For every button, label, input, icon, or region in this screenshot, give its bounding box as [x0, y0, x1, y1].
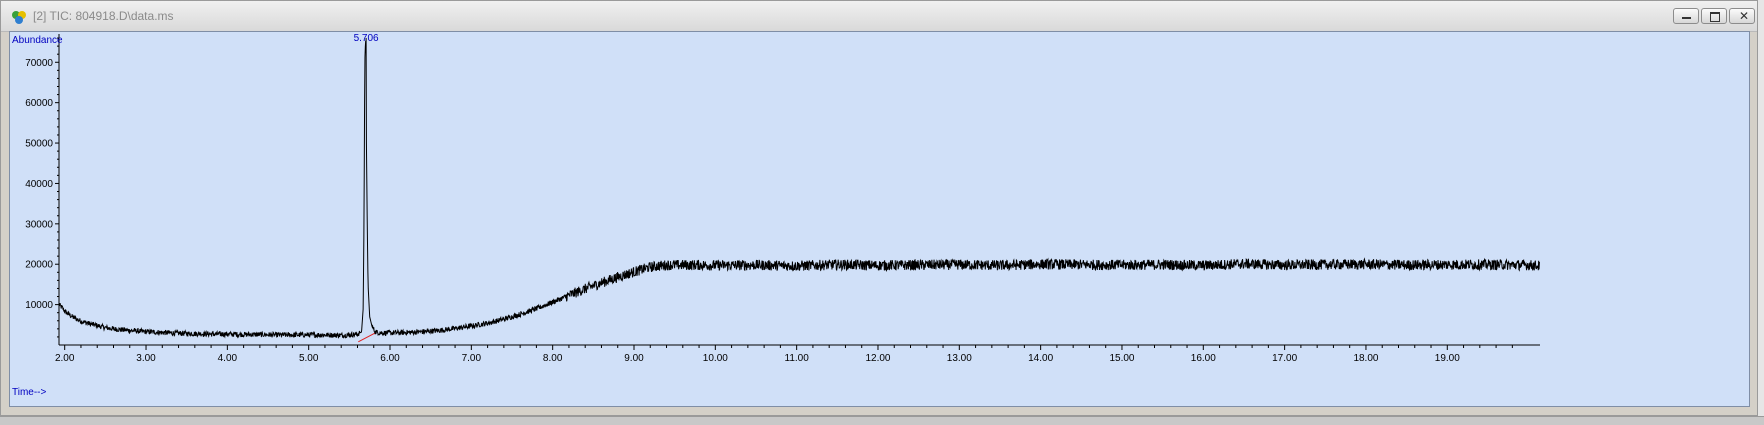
- chart-area[interactable]: Abundance Time--> 10000 20000 30000 40000 50…: [9, 31, 1750, 407]
- x-tick-label: 18.00: [1353, 353, 1378, 364]
- peak-baseline-marker: [358, 332, 375, 343]
- x-tick-label: 15.00: [1109, 353, 1134, 364]
- y-axis-label: Abundance: [12, 35, 63, 46]
- x-tick-label: 6.00: [380, 353, 400, 364]
- y-tick-label: 50000: [25, 139, 53, 150]
- y-tick-label: 70000: [25, 58, 53, 69]
- tic-trace: [58, 38, 1541, 339]
- title-bar[interactable]: [2] TIC: 804918.D\data.ms ✕: [1, 1, 1757, 32]
- close-button[interactable]: ✕: [1729, 8, 1755, 24]
- y-tick-label: 30000: [25, 219, 53, 230]
- x-tick-label: 7.00: [462, 353, 482, 364]
- y-tick-label: 20000: [25, 260, 53, 271]
- chromatogram-window: [2] TIC: 804918.D\data.ms ✕ Abundance Ti…: [0, 0, 1758, 416]
- x-tick-label: 11.00: [785, 353, 810, 364]
- x-tick-label: 13.00: [947, 353, 972, 364]
- x-tick-label: 14.00: [1028, 353, 1053, 364]
- restore-button[interactable]: [1701, 8, 1727, 24]
- x-tick-label: 4.00: [218, 353, 238, 364]
- close-icon: ✕: [1739, 9, 1750, 23]
- x-tick-label: 17.00: [1272, 353, 1297, 364]
- x-tick-label: 16.00: [1191, 353, 1216, 364]
- y-tick-label: 60000: [25, 98, 53, 109]
- x-tick-label: 5.00: [299, 353, 319, 364]
- x-tick-label: 2.00: [55, 353, 75, 364]
- x-axis-label: Time-->: [12, 387, 47, 398]
- y-ticks: 10000 20000 30000 40000 50000 60000 70000: [25, 37, 59, 338]
- minimize-button[interactable]: [1673, 8, 1699, 24]
- chromatogram-app-icon: [12, 11, 26, 24]
- y-tick-label: 10000: [25, 300, 53, 311]
- axes: [58, 34, 1540, 346]
- peak-labels: 5.706: [354, 33, 379, 44]
- window-title: [2] TIC: 804918.D\data.ms: [33, 9, 174, 23]
- peak-label: 5.706: [354, 33, 379, 44]
- x-tick-label: 19.00: [1435, 353, 1460, 364]
- x-tick-label: 12.00: [865, 353, 890, 364]
- y-tick-label: 40000: [25, 179, 53, 190]
- x-tick-label: 9.00: [624, 353, 644, 364]
- x-ticks: 2.00 3.00 4.00 5.00 6.00 7.00 8.00 9.00 10.00 11.…: [55, 345, 1513, 364]
- x-tick-label: 10.00: [703, 353, 728, 364]
- x-tick-label: 3.00: [136, 353, 156, 364]
- minimize-icon: [1682, 17, 1691, 19]
- restore-icon: [1710, 12, 1720, 22]
- x-tick-label: 8.00: [543, 353, 563, 364]
- chromatogram-chart: Abundance Time--> 10000 20000 30000 40000 50…: [12, 33, 1541, 398]
- window-bottom-edge: [0, 416, 1764, 425]
